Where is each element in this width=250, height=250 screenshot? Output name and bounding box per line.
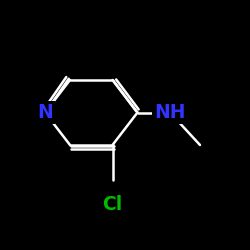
Text: NH: NH [154,103,186,122]
Text: Cl: Cl [102,196,122,214]
Text: N: N [37,103,53,122]
